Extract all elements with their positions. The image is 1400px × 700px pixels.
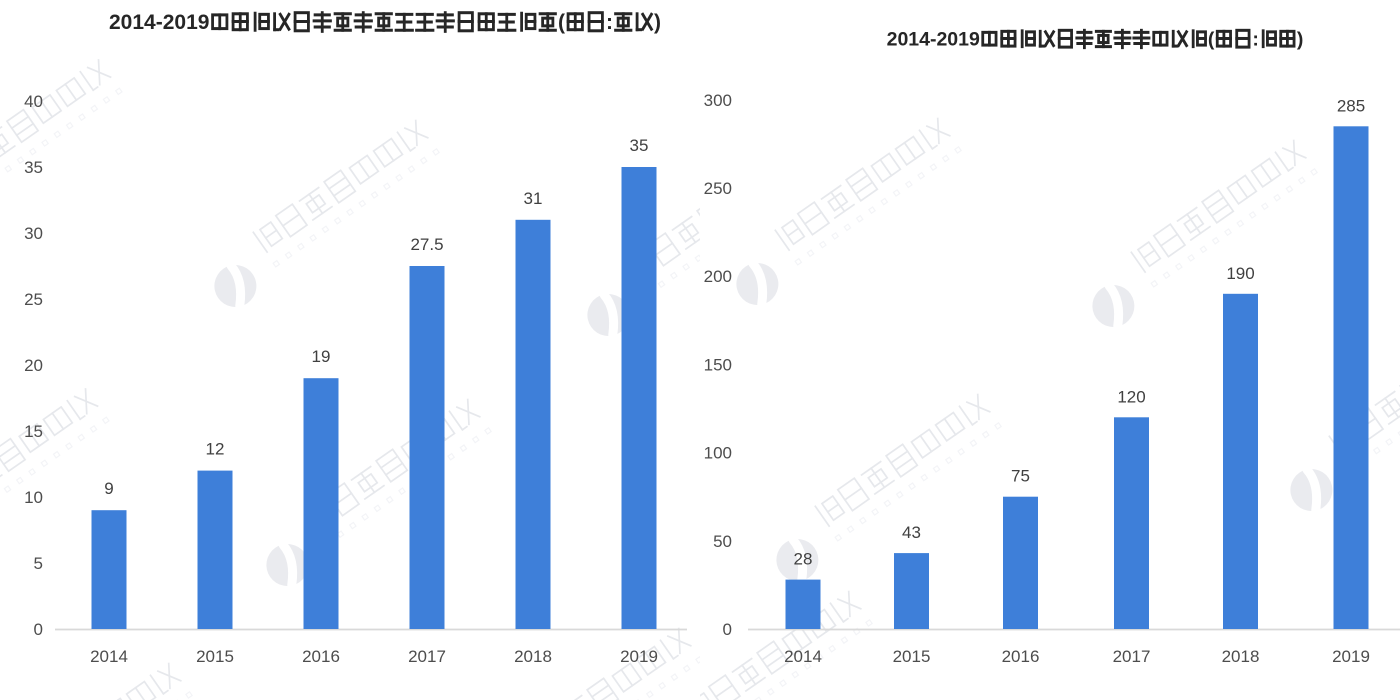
svg-text:2018: 2018 <box>514 647 552 666</box>
svg-text:27.5: 27.5 <box>410 235 443 254</box>
svg-text:250: 250 <box>704 179 732 198</box>
svg-text:75: 75 <box>1011 467 1030 486</box>
svg-text:): ) <box>1297 28 1304 50</box>
svg-text:(: ( <box>1208 28 1215 50</box>
svg-text:2014: 2014 <box>90 647 128 666</box>
svg-text:31: 31 <box>524 189 543 208</box>
svg-text:35: 35 <box>24 158 43 177</box>
svg-text:2014-2019: 2014-2019 <box>887 28 980 50</box>
svg-text:150: 150 <box>704 355 732 374</box>
svg-text:12: 12 <box>206 440 225 459</box>
svg-text:2019: 2019 <box>620 647 658 666</box>
svg-text:120: 120 <box>1117 387 1145 406</box>
svg-text:2017: 2017 <box>408 647 446 666</box>
svg-text:25: 25 <box>24 290 43 309</box>
svg-text:35: 35 <box>630 136 649 155</box>
svg-text:2014-2019: 2014-2019 <box>109 11 209 34</box>
svg-text:2015: 2015 <box>893 647 931 666</box>
svg-text:0: 0 <box>723 620 732 639</box>
svg-text:190: 190 <box>1226 264 1254 283</box>
svg-text:10: 10 <box>24 488 43 507</box>
svg-text:100: 100 <box>704 444 732 463</box>
svg-text:2019: 2019 <box>1332 647 1370 666</box>
svg-text:): ) <box>654 11 661 34</box>
svg-text:2016: 2016 <box>1002 647 1040 666</box>
svg-text:2018: 2018 <box>1222 647 1260 666</box>
svg-text:30: 30 <box>24 224 43 243</box>
svg-text::: : <box>606 11 613 34</box>
svg-text:2014: 2014 <box>784 647 822 666</box>
svg-text:43: 43 <box>902 523 921 542</box>
svg-text:2015: 2015 <box>196 647 234 666</box>
svg-text:2017: 2017 <box>1113 647 1151 666</box>
svg-text:(: ( <box>558 11 565 34</box>
svg-text::: : <box>1252 28 1259 50</box>
svg-text:5: 5 <box>34 554 43 573</box>
svg-text:28: 28 <box>794 550 813 569</box>
svg-text:0: 0 <box>34 620 43 639</box>
svg-text:9: 9 <box>104 479 113 498</box>
svg-text:285: 285 <box>1337 96 1365 115</box>
svg-text:19: 19 <box>312 347 331 366</box>
svg-text:50: 50 <box>713 532 732 551</box>
svg-text:300: 300 <box>704 91 732 110</box>
svg-text:2016: 2016 <box>302 647 340 666</box>
svg-text:20: 20 <box>24 356 43 375</box>
svg-text:200: 200 <box>704 267 732 286</box>
svg-text:15: 15 <box>24 422 43 441</box>
svg-text:40: 40 <box>24 92 43 111</box>
